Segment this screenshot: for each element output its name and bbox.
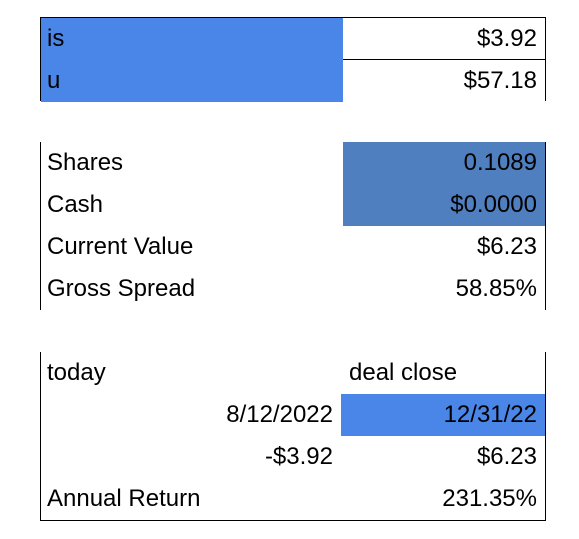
cell: u: [41, 60, 343, 102]
cell: 0.1089: [343, 142, 545, 184]
cell: Gross Spread: [47, 275, 196, 302]
cell: $57.18: [463, 67, 537, 94]
cell: $6.23: [476, 443, 537, 470]
cell: 8/12/2022: [226, 401, 333, 428]
border: [545, 352, 546, 521]
border: [343, 59, 546, 60]
cell: deal close: [349, 359, 458, 386]
cell: $0.0000: [343, 184, 545, 226]
border: [40, 17, 546, 18]
border: [545, 17, 546, 101]
cell: is: [41, 18, 343, 60]
border: [40, 520, 546, 521]
border: [545, 142, 546, 310]
border: [40, 17, 41, 101]
cell: Shares: [47, 149, 124, 176]
cell: Current Value: [47, 233, 194, 260]
cell: -$3.92: [264, 443, 333, 470]
cell: 58.85%: [455, 275, 537, 302]
cell: 231.35%: [442, 485, 537, 512]
border: [40, 352, 41, 521]
cell: Annual Return: [47, 485, 201, 512]
cell: $3.92: [476, 25, 537, 52]
border: [40, 142, 41, 310]
cell: $6.23: [476, 233, 537, 260]
cell: today: [47, 359, 106, 386]
cell: Cash: [47, 191, 104, 218]
cell: 12/31/22: [341, 394, 545, 436]
